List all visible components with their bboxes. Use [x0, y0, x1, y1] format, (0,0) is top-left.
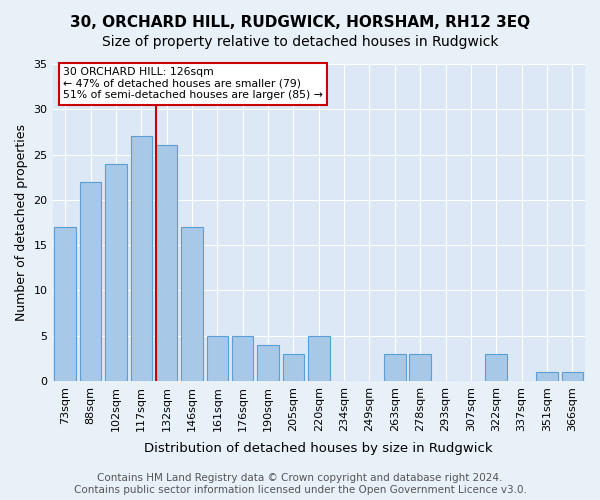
Bar — [181, 227, 203, 381]
Bar — [232, 336, 253, 381]
Bar — [308, 336, 329, 381]
Bar — [131, 136, 152, 381]
Text: 30, ORCHARD HILL, RUDGWICK, HORSHAM, RH12 3EQ: 30, ORCHARD HILL, RUDGWICK, HORSHAM, RH1… — [70, 15, 530, 30]
Bar — [562, 372, 583, 381]
Bar — [105, 164, 127, 381]
Bar — [55, 227, 76, 381]
Bar — [156, 146, 178, 381]
Text: Contains HM Land Registry data © Crown copyright and database right 2024.
Contai: Contains HM Land Registry data © Crown c… — [74, 474, 526, 495]
Bar — [485, 354, 507, 381]
Bar — [206, 336, 228, 381]
Bar — [384, 354, 406, 381]
X-axis label: Distribution of detached houses by size in Rudgwick: Distribution of detached houses by size … — [145, 442, 493, 455]
Bar — [80, 182, 101, 381]
Bar — [257, 344, 279, 381]
Text: 30 ORCHARD HILL: 126sqm
← 47% of detached houses are smaller (79)
51% of semi-de: 30 ORCHARD HILL: 126sqm ← 47% of detache… — [63, 67, 323, 100]
Bar — [409, 354, 431, 381]
Bar — [283, 354, 304, 381]
Bar — [536, 372, 558, 381]
Y-axis label: Number of detached properties: Number of detached properties — [15, 124, 28, 321]
Text: Size of property relative to detached houses in Rudgwick: Size of property relative to detached ho… — [102, 35, 498, 49]
